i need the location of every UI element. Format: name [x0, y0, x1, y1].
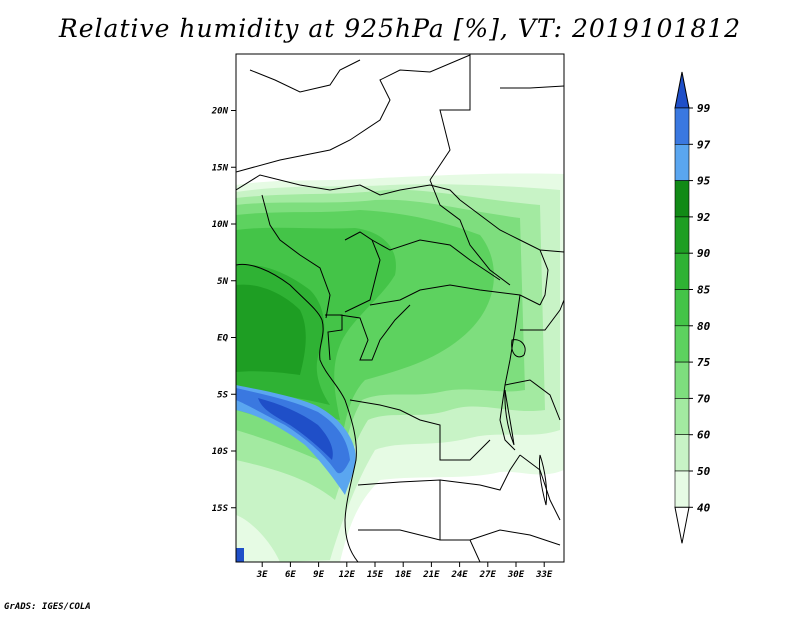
border-north2 — [249, 59, 361, 93]
colorbar-segment — [674, 180, 690, 218]
lat-label: 10S — [212, 447, 229, 457]
lon-label: 21E — [422, 570, 440, 580]
lon-label: 18E — [395, 570, 412, 580]
country-borders — [236, 54, 564, 562]
border-chad-east — [429, 179, 511, 286]
lon-label: 33E — [535, 570, 553, 580]
border-congo — [339, 304, 411, 361]
colorbar-top-arrow — [674, 71, 690, 109]
colorbar-segment — [674, 434, 690, 472]
lon-label: 6E — [285, 570, 296, 580]
colorbar-segment — [674, 107, 690, 145]
field-99 — [258, 398, 333, 460]
border-angola-south — [357, 479, 441, 505]
colorbar-bottom-arrow — [674, 506, 690, 544]
colorbar-segment — [674, 325, 690, 363]
border-south — [469, 529, 561, 546]
border-sudan — [459, 199, 564, 253]
field-99-corner — [236, 548, 244, 562]
latitude-axis: 20N 15N 10N 5N EQ 5S 10S 15S — [211, 107, 236, 514]
lon-label: 15E — [367, 570, 384, 580]
lat-label: 20N — [211, 107, 229, 117]
colorbar-label: 70 — [697, 392, 711, 405]
lake-victoria — [511, 339, 526, 358]
border-ethiopia — [539, 249, 549, 306]
colorbar-label: 99 — [697, 102, 711, 115]
lon-label: 24E — [450, 570, 468, 580]
border-gabon — [325, 314, 343, 361]
lon-label: 27E — [479, 570, 497, 580]
colorbar-label: 60 — [697, 429, 711, 442]
border-nigeria — [261, 194, 331, 319]
colorbar-label: 80 — [697, 320, 711, 333]
colorbar-label: 92 — [697, 211, 711, 224]
grads-credit: GrADS: IGES/COLA — [4, 602, 91, 612]
border-sahel — [236, 174, 461, 201]
map-title: Relative humidity at 925hPa [%], VT: 201… — [58, 14, 742, 43]
lake-malawi — [539, 454, 548, 506]
colorbar-segment — [674, 361, 690, 399]
humidity-field — [236, 54, 564, 562]
field-97 — [236, 388, 350, 474]
border-angola-drc — [349, 399, 491, 461]
border-egypt — [429, 54, 471, 181]
lat-label: 5S — [217, 390, 228, 400]
longitude-axis: 3E 6E 9E 12E 15E 18E 21E 24E 27E 30E 33E — [256, 562, 553, 580]
lon-label: 30E — [507, 570, 525, 580]
field-90 — [236, 284, 306, 375]
colorbar-label: 75 — [697, 356, 711, 369]
lat-label: 5N — [217, 277, 228, 287]
lat-label: 15S — [212, 504, 229, 514]
border-cameroon — [344, 231, 381, 313]
colorbar-label: 85 — [697, 284, 711, 297]
colorbar-segment — [674, 289, 690, 327]
colorbar-segment — [674, 470, 690, 508]
lon-label: 3E — [256, 570, 268, 580]
border-car — [371, 239, 501, 281]
lat-label: 15N — [212, 163, 229, 173]
colorbar-segment — [674, 216, 690, 254]
border-tanzania — [504, 379, 561, 421]
colorbar-label: 95 — [697, 175, 711, 188]
colorbar-segment — [674, 144, 690, 181]
coastline-west — [236, 263, 359, 562]
colorbar: 99 97 95 92 90 85 80 75 70 60 50 40 — [674, 71, 711, 544]
colorbar-segment — [674, 398, 690, 435]
lon-label: 12E — [339, 570, 356, 580]
lake-tanganyika — [504, 389, 515, 446]
colorbar-label: 97 — [697, 138, 711, 151]
colorbar-segment — [674, 252, 690, 290]
map-frame — [235, 53, 565, 563]
border-red-sea — [500, 85, 564, 89]
border-north — [236, 54, 471, 173]
colorbar-label: 90 — [697, 247, 711, 260]
lon-label: 9E — [313, 570, 324, 580]
lat-label: EQ — [217, 334, 228, 344]
border-mozambique — [519, 454, 561, 521]
colorbar-label: 50 — [697, 465, 711, 478]
border-zambia — [439, 454, 521, 491]
lat-label: 10N — [212, 220, 229, 230]
border-kenya — [520, 299, 564, 331]
colorbar-label: 40 — [697, 501, 711, 514]
